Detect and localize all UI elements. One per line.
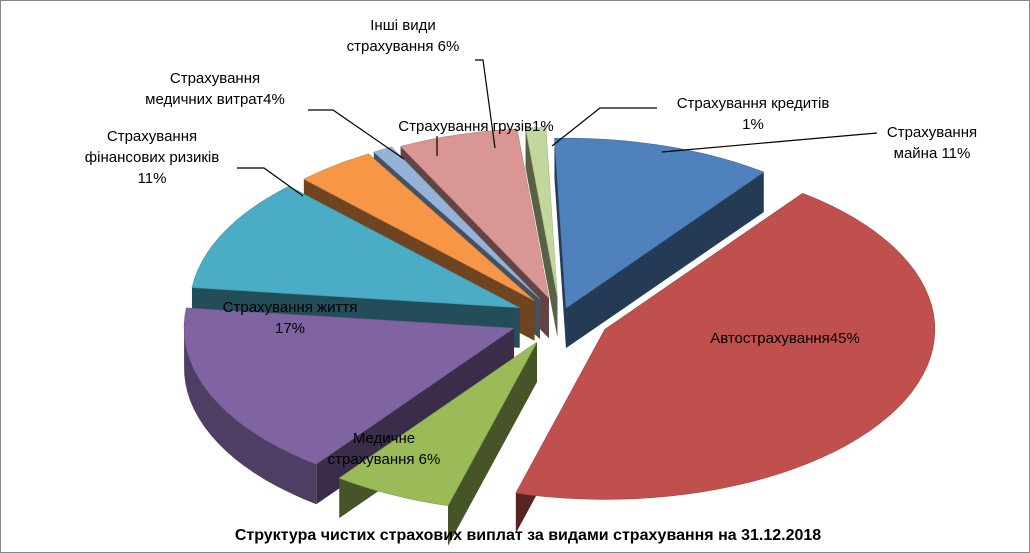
pie-slice [191,185,520,309]
pie-slice [338,341,538,507]
pie-slice [303,153,535,302]
slice-label-line: фінансових ризиків [85,149,219,166]
slice-label-line: 1% [742,116,764,133]
slice-label-line: медичних витрат4% [145,91,285,108]
slice-label: Страхування майна 11% [887,124,977,162]
pie-slice [373,146,541,300]
pie-top-layer [183,127,936,507]
leader-line [308,109,405,160]
leader-line [551,107,657,147]
pie-slice [525,127,558,298]
slice-label: Страхування життя 17% [223,299,358,337]
slice-label-line: Медичне [353,430,415,447]
slice-label-line: 17% [275,320,305,337]
slice-label: Медичне страхування 6% [328,430,441,468]
leader-line [237,167,304,197]
slice-label-line: Страхування грузів1% [398,118,553,135]
data-labels: Страхування майна 11% Автострахування45% Ме… [85,17,977,468]
slice-label-line: Страхування кредитів [677,95,830,112]
slice-label-line: 11% [138,170,167,187]
slice-label: Страхування грузів1% [398,118,553,135]
slice-label: Інші види страхування 6% [347,17,460,55]
slice-label-line: Страхування [107,128,197,145]
slice-label-line: Страхування [170,70,260,87]
pie-slice [515,192,936,500]
slice-label: Страхування кредитів 1% [677,95,830,133]
slice-label-line: майна 11% [894,145,971,162]
slice-label-line: страхування 6% [328,451,441,468]
slice-label-line: Інші види [370,17,435,34]
slice-label-line: Автострахування45% [710,330,860,347]
slice-label-line: Страхування [887,124,977,141]
slice-side-wall [448,342,538,546]
leader-line [475,59,496,149]
pie-slice [554,137,765,309]
pie-slice [400,128,550,300]
slice-label: Страхування фінансових ризиків 11% [85,128,219,187]
slice-side-wall [565,172,764,349]
chart-title: Структура чистих страхових виплат за вид… [235,527,821,544]
slice-label-line: Страхування життя [223,299,358,316]
slice-label-line: страхування 6% [347,38,460,55]
slice-label: Страхування медичних витрат4% [145,70,285,108]
leader-line [661,132,878,153]
pie-slice [183,307,515,465]
leader-lines [237,59,878,197]
slice-side-wall [554,138,566,349]
slice-side-wall [525,128,558,338]
slice-label: Автострахування45% [710,330,860,347]
slice-outer-wall [184,325,317,505]
